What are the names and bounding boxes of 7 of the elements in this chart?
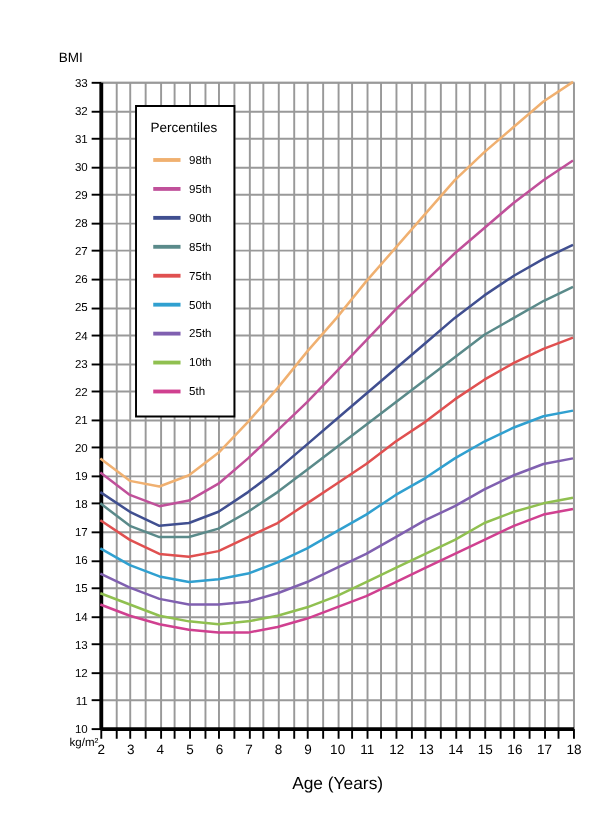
line-series xyxy=(99,457,575,606)
line-series xyxy=(99,409,575,584)
x-axis-title: Age (Years) xyxy=(292,772,384,793)
line-series xyxy=(99,336,575,558)
line-series xyxy=(99,159,575,508)
line-series xyxy=(99,285,575,539)
line-series xyxy=(99,243,575,528)
